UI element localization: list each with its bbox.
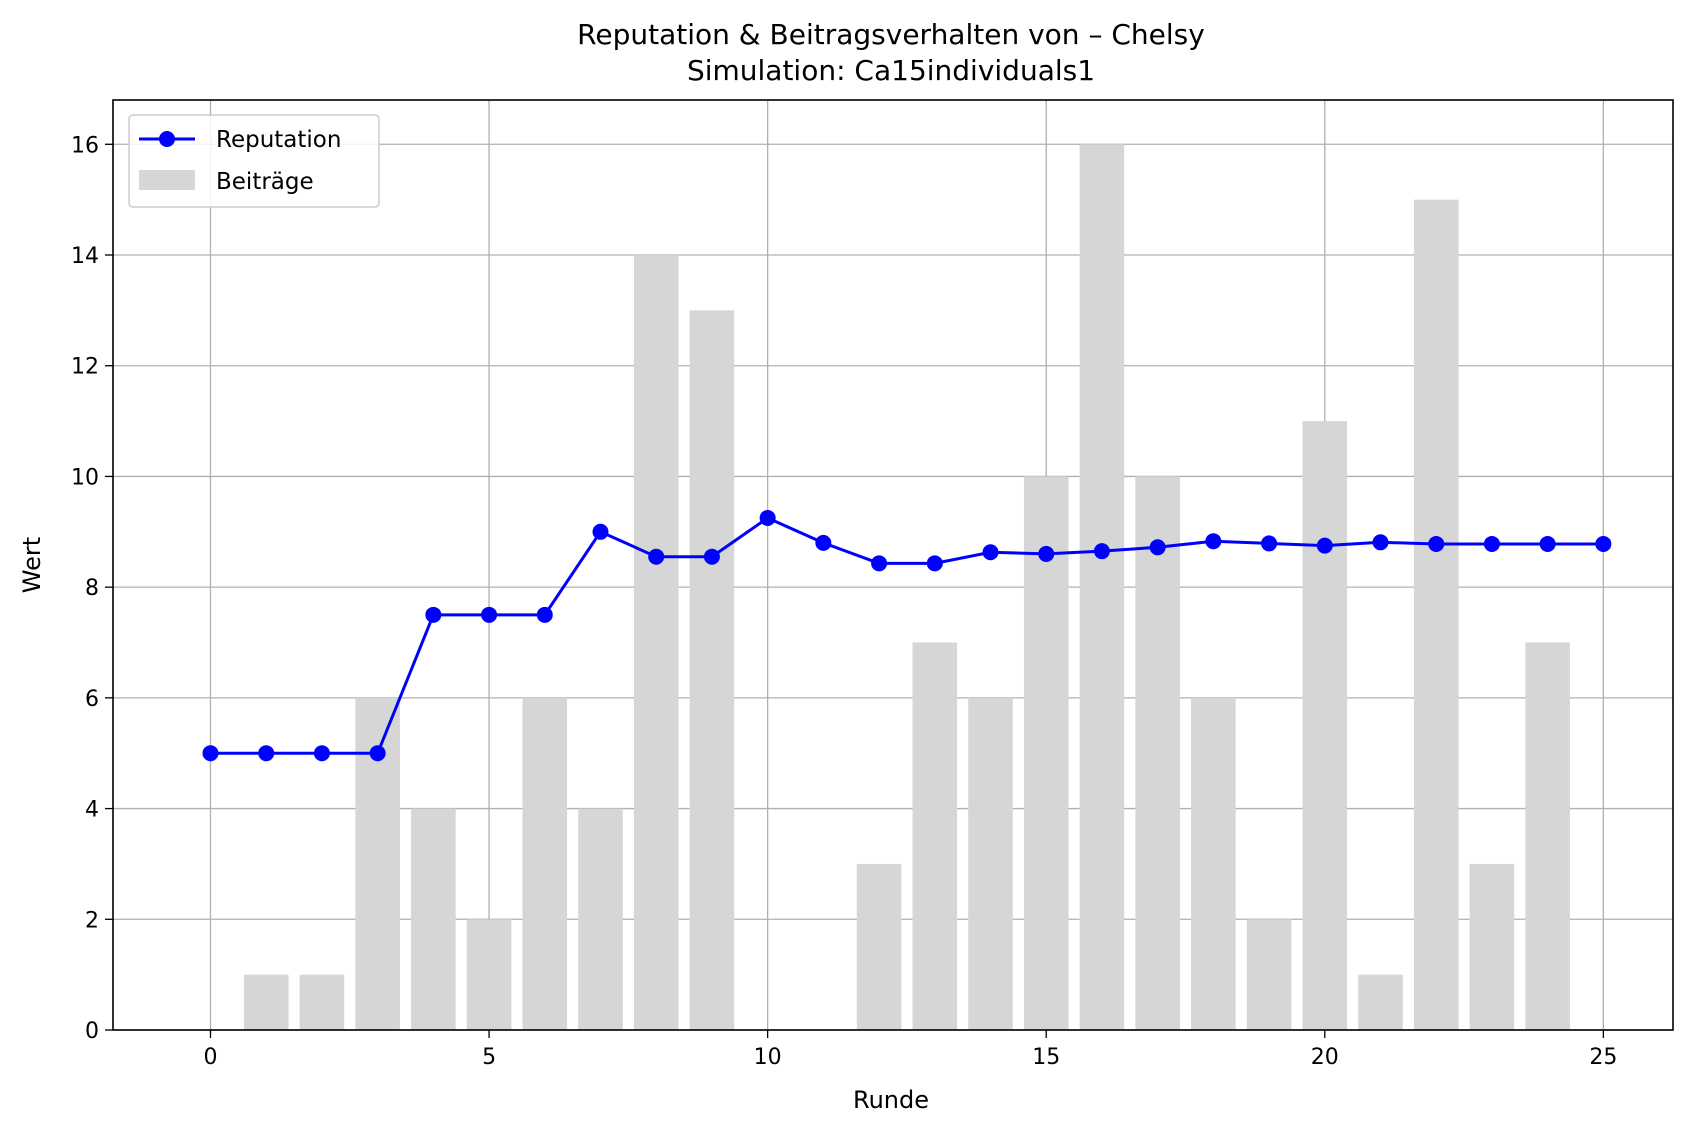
reputation-point [1261,535,1278,552]
bar [1413,199,1459,1031]
reputation-line [210,516,1604,755]
bar [1191,697,1236,1030]
y-axis-ticks: 0 2 4 6 8 10 12 14 16 [71,133,113,1044]
bar [1302,421,1348,1031]
reputation-point [1483,535,1500,552]
y-tick-label: 6 [85,687,99,712]
legend-beitraege-label: Beiträge [216,169,314,195]
reputation-point [258,745,275,762]
x-tick-label: 15 [1032,1045,1060,1070]
bar-series [243,144,1570,1031]
y-tick-label: 10 [71,465,99,490]
reputation-point [425,606,442,623]
line-series [202,509,1612,762]
bar [1246,919,1292,1030]
reputation-point [703,548,720,565]
reputation-point [1539,535,1556,552]
bar [411,808,456,1030]
y-tick-label: 0 [85,1019,99,1044]
reputation-point [536,606,553,623]
y-tick-label: 16 [71,133,99,158]
bar [912,642,958,1030]
bar [1358,974,1403,1030]
y-tick-label: 4 [85,798,99,823]
y-tick-label: 2 [85,908,99,933]
reputation-point [815,534,832,551]
legend: Reputation Beiträge [128,114,380,208]
legend-reputation-marker [159,131,175,147]
reputation-point [202,745,219,762]
bar [856,863,902,1030]
x-tick-label: 10 [754,1045,782,1070]
x-tick-label: 20 [1311,1045,1339,1070]
bar [689,310,735,1030]
bar [578,808,623,1030]
bar [1023,476,1069,1030]
bar [1079,144,1125,1031]
y-tick-label: 12 [71,355,99,380]
reputation-point [1595,535,1612,552]
x-tick-label: 0 [204,1045,218,1070]
reputation-point [313,745,330,762]
bar [1525,642,1570,1030]
grid-lines [113,100,1673,1031]
plot-frame [112,99,1674,1031]
bar [1135,476,1180,1030]
bar [299,974,345,1030]
bar [522,697,568,1030]
reputation-point [1372,534,1389,551]
bar [968,697,1013,1030]
legend-reputation-label: Reputation [216,127,341,153]
reputation-point [1149,539,1166,556]
reputation-point [1428,535,1445,552]
reputation-point [592,523,609,540]
reputation-point [1316,537,1333,554]
y-axis-label: Wert [18,537,46,593]
y-tick-label: 14 [71,244,99,269]
reputation-point [982,544,999,561]
reputation-point [1205,533,1222,550]
reputation-point [648,548,665,565]
reputation-point [871,555,888,572]
chart-subtitle: Simulation: Ca15individuals1 [687,54,1095,87]
bar [1469,863,1515,1030]
x-tick-label: 25 [1589,1045,1617,1070]
legend-beitraege-swatch [139,170,195,190]
reputation-point [1093,543,1110,560]
bar [633,255,679,1030]
chart-title: Reputation & Beitragsverhalten von – Che… [577,18,1205,51]
x-tick-label: 5 [482,1045,496,1070]
x-axis-ticks: 0 5 10 15 20 25 [204,1030,1617,1070]
x-axis-label: Runde [853,1086,929,1114]
reputation-point [759,509,776,526]
bar [466,919,512,1030]
reputation-point [369,745,386,762]
reputation-point [926,555,943,572]
reputation-point [1038,545,1055,562]
y-tick-label: 8 [85,576,99,601]
bar [243,974,289,1030]
reputation-point [481,606,498,623]
